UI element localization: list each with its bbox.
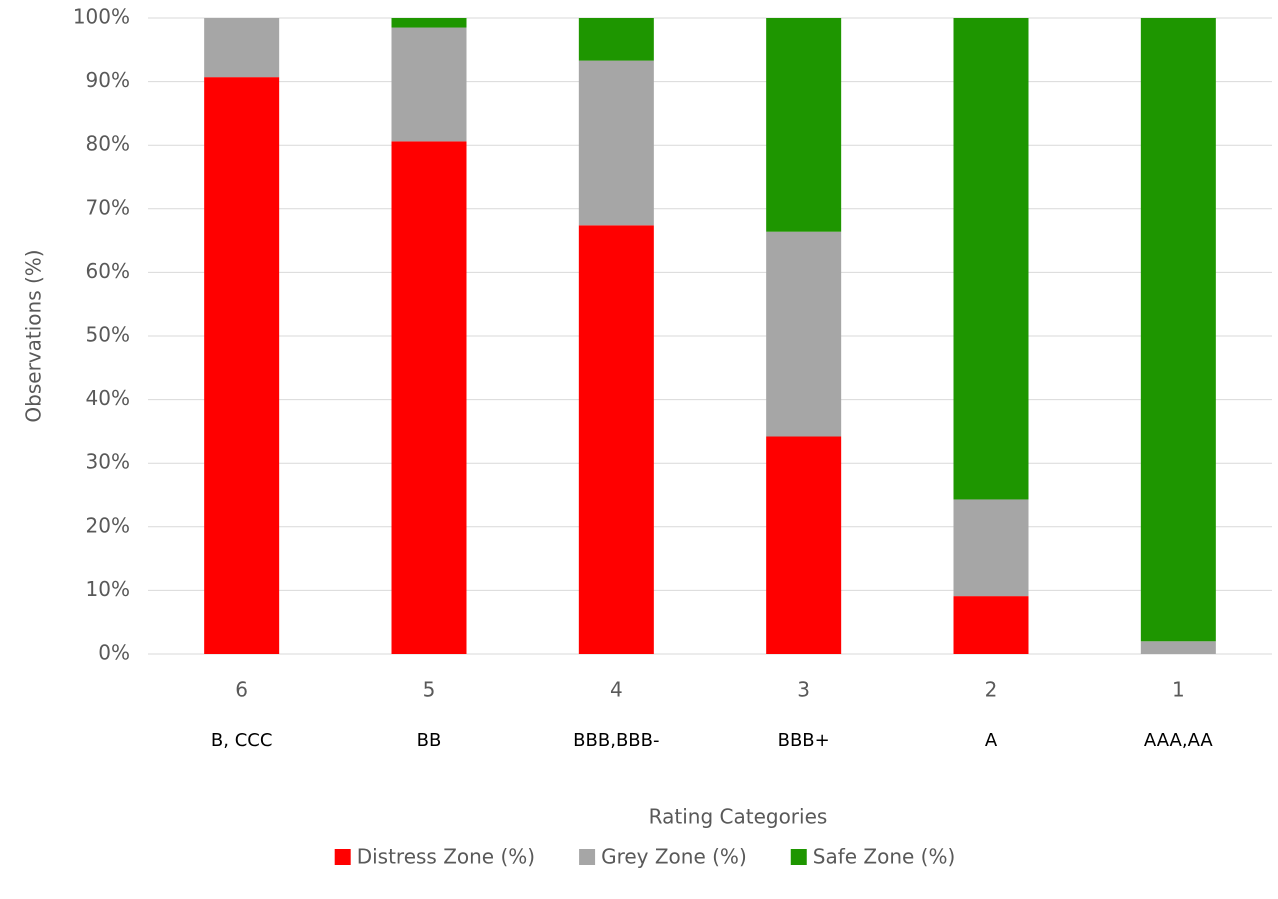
y-tick-label: 20% [86, 513, 130, 537]
x-tick-label: 2 [985, 678, 998, 702]
bar-segment [1140, 641, 1216, 654]
bar-segment [391, 27, 467, 142]
y-tick-label: 40% [86, 386, 130, 410]
y-tick-label: 100% [73, 5, 130, 29]
y-tick-label: 50% [86, 323, 130, 347]
x-tick-label: 4 [610, 678, 623, 702]
x-tick-label: 5 [423, 678, 436, 702]
x-tick-label: 1 [1172, 678, 1185, 702]
x-tick-label: 6 [235, 678, 248, 702]
x-axis-title: Rating Categories [649, 805, 828, 829]
y-tick-label: 60% [86, 259, 130, 283]
bar-segment [953, 596, 1029, 654]
bar-segment [766, 231, 842, 437]
legend-swatch [334, 849, 351, 865]
y-tick-label: 90% [86, 68, 130, 92]
bar-segment [578, 225, 654, 654]
bar-segment [766, 18, 842, 232]
bar-segment [204, 77, 280, 654]
legend-swatch [790, 849, 807, 865]
bar-segment [1140, 18, 1216, 642]
x-sub-label: BBB,BBB- [573, 730, 659, 751]
y-tick-label: 10% [86, 577, 130, 601]
x-sub-label: BB [417, 730, 442, 751]
bar-segment [578, 18, 654, 61]
y-axis-title: Observations (%) [22, 249, 46, 422]
y-tick-label: 80% [86, 132, 130, 156]
x-sub-label: AAA,AA [1144, 730, 1213, 751]
bar-segment [953, 18, 1029, 500]
bar-segment [391, 141, 467, 654]
bar-segment [204, 18, 280, 78]
bar-segment [953, 499, 1029, 597]
legend-label: Safe Zone (%) [813, 845, 956, 869]
y-tick-label: 30% [86, 450, 130, 474]
x-tick-label: 3 [797, 678, 810, 702]
bar-segment [391, 18, 467, 28]
legend-swatch [579, 849, 596, 865]
bar-segment [578, 60, 654, 226]
x-sub-label: B, CCC [211, 730, 273, 751]
y-tick-label: 70% [86, 195, 130, 219]
x-sub-label: BBB+ [778, 730, 830, 751]
legend-label: Grey Zone (%) [601, 845, 747, 869]
legend-label: Distress Zone (%) [357, 845, 535, 869]
y-tick-label: 0% [98, 641, 130, 665]
bar-segment [766, 436, 842, 654]
x-sub-label: A [985, 730, 998, 751]
